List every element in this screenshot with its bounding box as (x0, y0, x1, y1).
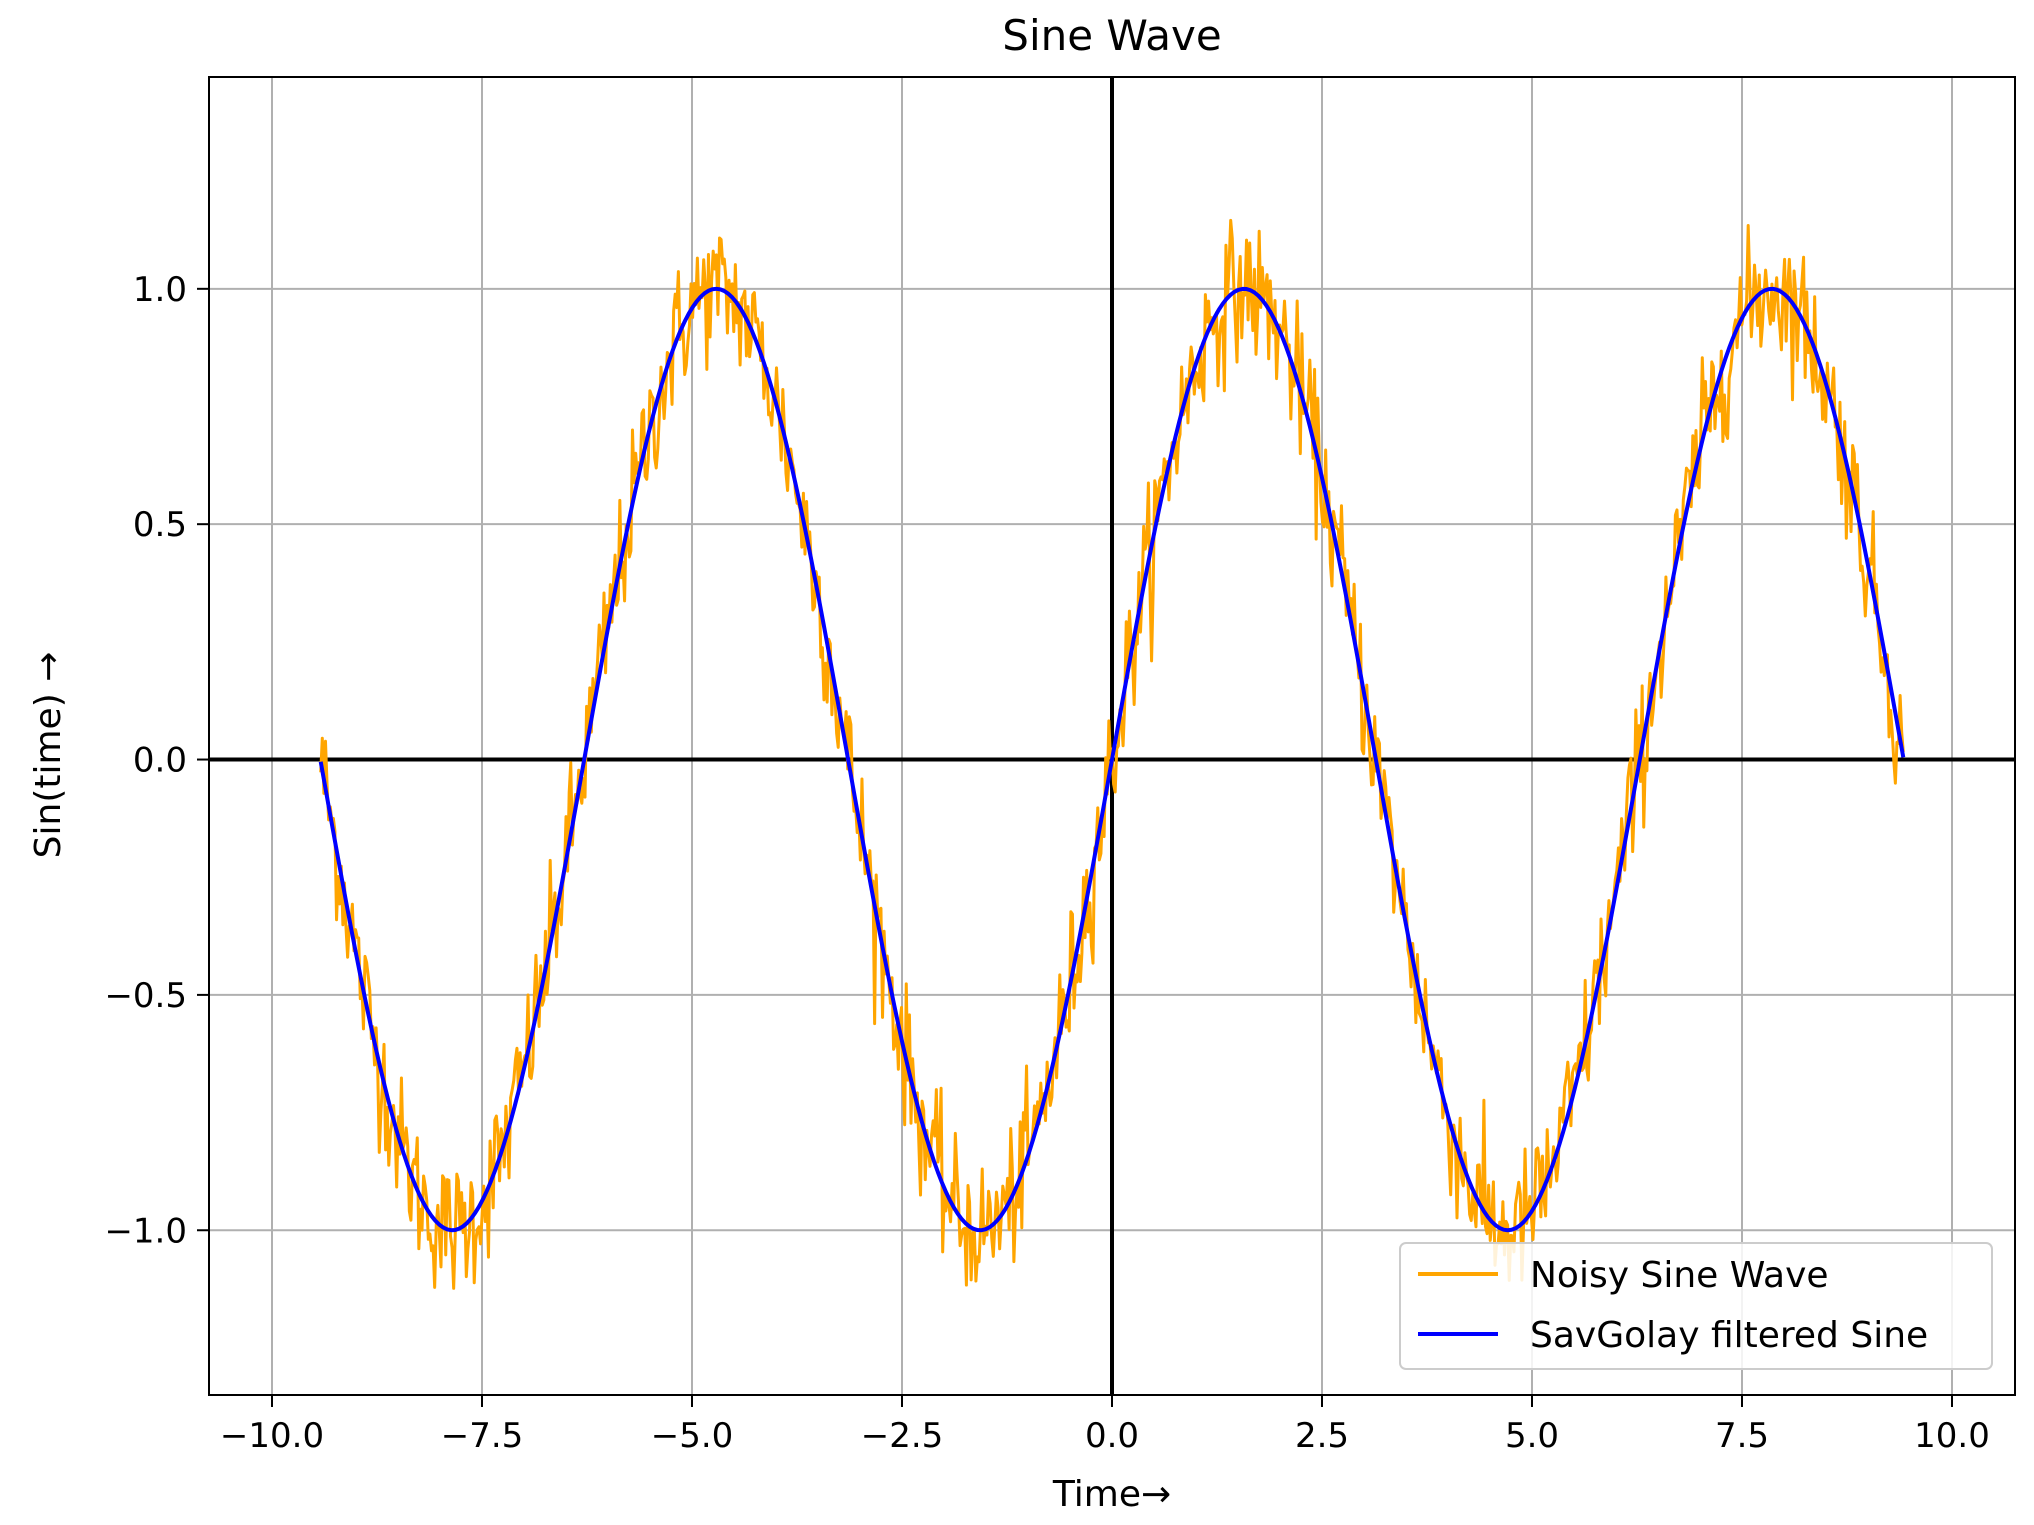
x-tick-label: 0.0 (1085, 1416, 1139, 1456)
y-axis-label: Sin(time) → (28, 652, 69, 859)
y-tick-label: −1.0 (104, 1211, 187, 1251)
y-tick-label: 0.5 (133, 505, 187, 545)
x-axis-label: Time→ (1052, 1474, 1171, 1515)
series-layer (318, 218, 1906, 1290)
series-line-1 (318, 286, 1906, 1233)
x-tick-label: 5.0 (1505, 1416, 1559, 1456)
x-tick-label: −10.0 (220, 1416, 324, 1456)
legend: Noisy Sine Wave SavGolay filtered Sine (1399, 1242, 1993, 1370)
chart-title: Sine Wave (1002, 11, 1221, 60)
legend-box (1399, 1242, 1993, 1370)
x-tick-label: −2.5 (861, 1416, 944, 1456)
y-tick-label: −0.5 (104, 976, 187, 1016)
x-tick-label: −5.0 (651, 1416, 734, 1456)
x-tick-label: 2.5 (1295, 1416, 1349, 1456)
y-tick-label: 0.0 (133, 741, 187, 781)
legend-label-noisy: Noisy Sine Wave (1530, 1255, 1829, 1296)
x-tick-label: 10.0 (1914, 1416, 1990, 1456)
x-tick-label: −7.5 (441, 1416, 524, 1456)
y-tick-label: 1.0 (133, 270, 187, 310)
legend-label-filtered: SavGolay filtered Sine (1530, 1315, 1928, 1356)
x-tick-label: 7.5 (1715, 1416, 1769, 1456)
tick-layer: −10.0 −7.5 −5.0 −2.5 0.0 2.5 5.0 7.5 10.0 −1.0 −0.… (104, 270, 1989, 1456)
